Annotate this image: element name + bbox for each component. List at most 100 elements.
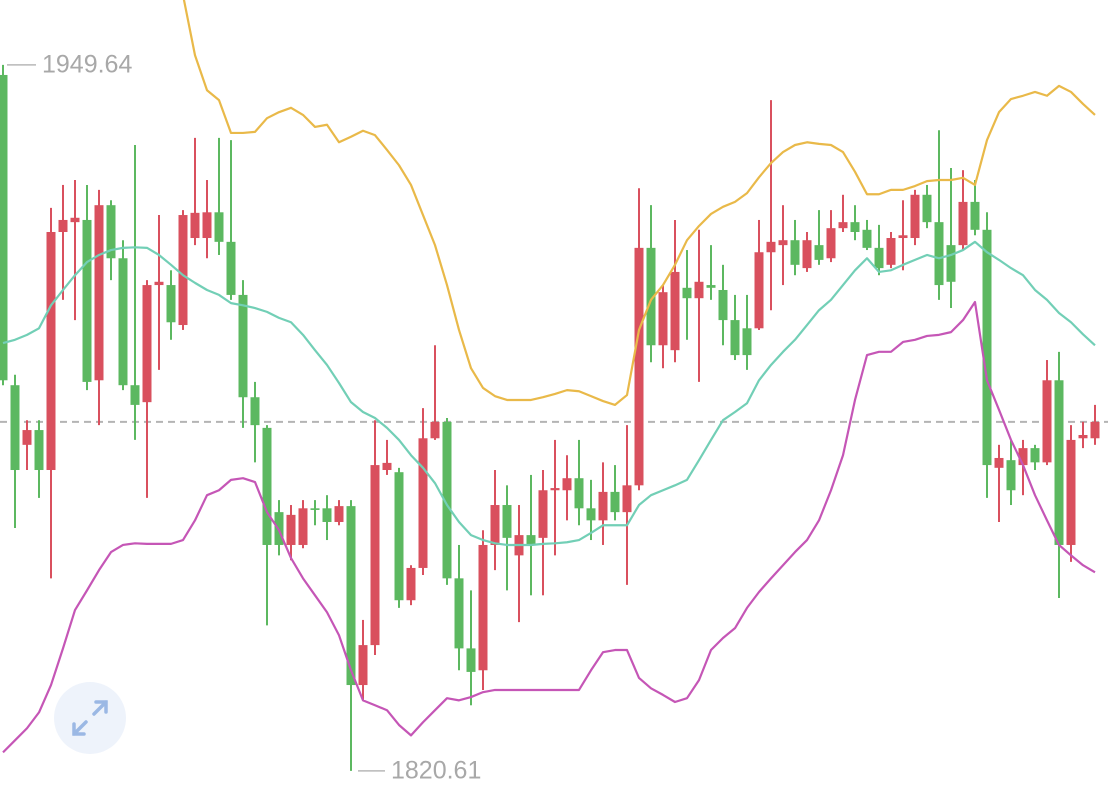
candle-body (358, 645, 368, 686)
candle-body (706, 285, 716, 288)
candle-body (34, 430, 44, 471)
candle-body (802, 240, 812, 269)
candle-body (346, 506, 356, 686)
candle-body (286, 514, 296, 545)
candle-body (958, 201, 968, 246)
candle-body (58, 219, 68, 232)
candle-body (838, 222, 848, 229)
candle-body (1090, 421, 1100, 439)
candle-body (538, 490, 548, 538)
candle-body (826, 228, 836, 259)
candle-body (730, 320, 740, 356)
candle-body (874, 247, 884, 269)
candle-body (238, 294, 248, 398)
candle-body (502, 505, 512, 538)
candle-body (742, 328, 752, 356)
candle-body (22, 430, 32, 445)
candle-body (298, 508, 308, 545)
candle-body (766, 241, 776, 253)
candle-body (250, 397, 260, 426)
candle-body (526, 535, 536, 545)
candle-body (910, 194, 920, 239)
candle-body (934, 222, 944, 286)
candle-body (466, 648, 476, 672)
candle-body (898, 235, 908, 239)
candle-body (382, 462, 392, 471)
candle-body (82, 219, 92, 382)
candle-body (214, 212, 224, 242)
candle-body (322, 508, 332, 522)
candle-body (574, 478, 584, 509)
candle-body (634, 247, 644, 486)
candle-body (442, 421, 452, 579)
candle-body (646, 247, 656, 346)
candle-body (430, 421, 440, 439)
candle-body (118, 258, 128, 386)
candle-body (1006, 460, 1016, 491)
expand-button-bg[interactable] (54, 682, 126, 754)
upper-band (182, 0, 1096, 406)
candle-body (550, 488, 560, 491)
expand-icon (72, 700, 108, 736)
candle-body (178, 215, 188, 326)
middle-band (2, 240, 1096, 547)
candle-body (754, 252, 764, 329)
candle-body (190, 212, 200, 239)
candle-body (454, 578, 464, 649)
candle-body (694, 281, 704, 299)
candle-body (370, 465, 380, 646)
candle-body (982, 229, 992, 466)
candle-body (658, 292, 668, 346)
candle-body (562, 478, 572, 491)
low-label: 1820.61 (391, 756, 481, 784)
candle-body (586, 508, 596, 521)
expand-arrow (92, 700, 108, 716)
candle-body (970, 201, 980, 230)
candle-body (1030, 448, 1040, 463)
candle-body (0, 74, 8, 381)
expand-arrow (72, 720, 88, 736)
candle-body (406, 567, 416, 601)
candle-body (478, 544, 488, 671)
candle-body (946, 245, 956, 282)
candle-body (154, 281, 164, 286)
candle-body (334, 506, 344, 522)
candle-body (142, 285, 152, 403)
candle-body (46, 231, 56, 471)
candle-body (682, 287, 692, 299)
candle-body (1066, 439, 1076, 545)
candle-body (226, 241, 236, 295)
candle-body (622, 485, 632, 513)
candle-body (1078, 434, 1088, 439)
candle-body (94, 205, 104, 381)
candle-body (670, 271, 680, 351)
candle-body (778, 240, 788, 246)
candle-body (994, 457, 1004, 468)
expand-button[interactable] (54, 682, 126, 754)
lower-band (2, 300, 1096, 754)
candle-body (166, 285, 176, 323)
candle-body (610, 491, 620, 513)
candle-body (862, 229, 872, 248)
candle-body (598, 491, 608, 521)
candle-body (262, 427, 272, 545)
candle-body (394, 472, 404, 601)
candle-body (850, 222, 860, 232)
candle-body (70, 217, 80, 223)
candle-body (490, 505, 500, 545)
candle-body (130, 385, 140, 405)
candle-body (814, 245, 824, 260)
candle-body (718, 289, 728, 321)
candle-body (1042, 380, 1052, 463)
candle-body (106, 205, 116, 259)
candle-body (922, 194, 932, 223)
candle-body (790, 240, 800, 265)
candle-body (310, 508, 320, 510)
candle-body (886, 238, 896, 265)
candle-body (1054, 380, 1064, 545)
candle-body (418, 438, 428, 568)
candle-body (10, 385, 20, 471)
